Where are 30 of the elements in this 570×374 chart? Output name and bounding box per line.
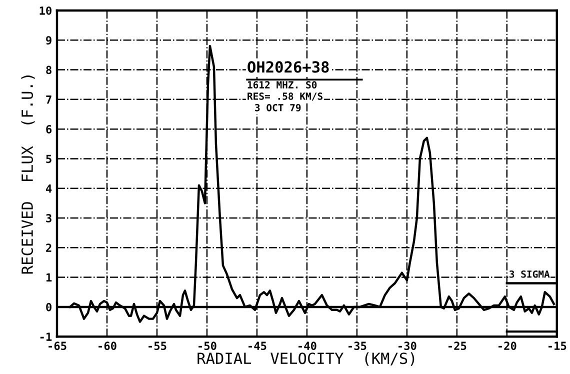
y-tick-label: 5 xyxy=(46,154,52,164)
y-tick-label: 6 xyxy=(46,125,52,134)
x-tick-label: -60 xyxy=(98,342,116,350)
annotation: RES= .58 KM/S xyxy=(248,92,322,101)
x-tick-label: -50 xyxy=(198,342,216,350)
annotation: 3 SIGMA xyxy=(509,270,550,278)
x-tick-label: -25 xyxy=(448,342,466,350)
x-tick-label: -65 xyxy=(48,342,66,350)
y-tick-label: 4 xyxy=(46,184,52,193)
x-tick-label: -40 xyxy=(298,342,316,350)
y-tick-label: -1 xyxy=(40,332,52,341)
y-tick-label: 0 xyxy=(46,302,52,312)
x-tick-label: -15 xyxy=(548,342,566,350)
y-tick-label: 3 xyxy=(46,214,52,222)
x-tick-label: -55 xyxy=(148,342,166,350)
x-tick-label: -45 xyxy=(248,342,266,350)
annotation: OH2026+38 xyxy=(248,61,329,73)
x-tick-label: -20 xyxy=(498,342,516,350)
x-tick-label: -35 xyxy=(348,342,366,350)
x-axis-title: RADIAL VELOCITY (KM/S) xyxy=(198,352,414,366)
x-tick-label: -30 xyxy=(398,342,416,350)
y-axis-title: RECEIVED FLUX (F.U.) xyxy=(21,76,35,274)
y-tick-label: 2 xyxy=(46,244,52,252)
y-tick-label: 7 xyxy=(46,96,52,104)
y-tick-label: 8 xyxy=(46,66,52,74)
y-tick-label: 9 xyxy=(46,36,52,45)
annotation: 3 OCT 79 xyxy=(255,104,301,112)
y-tick-label: 10 xyxy=(40,6,52,15)
annotation: 1612 MHZ. S0 xyxy=(248,81,317,88)
y-tick-label: 1 xyxy=(46,273,52,282)
